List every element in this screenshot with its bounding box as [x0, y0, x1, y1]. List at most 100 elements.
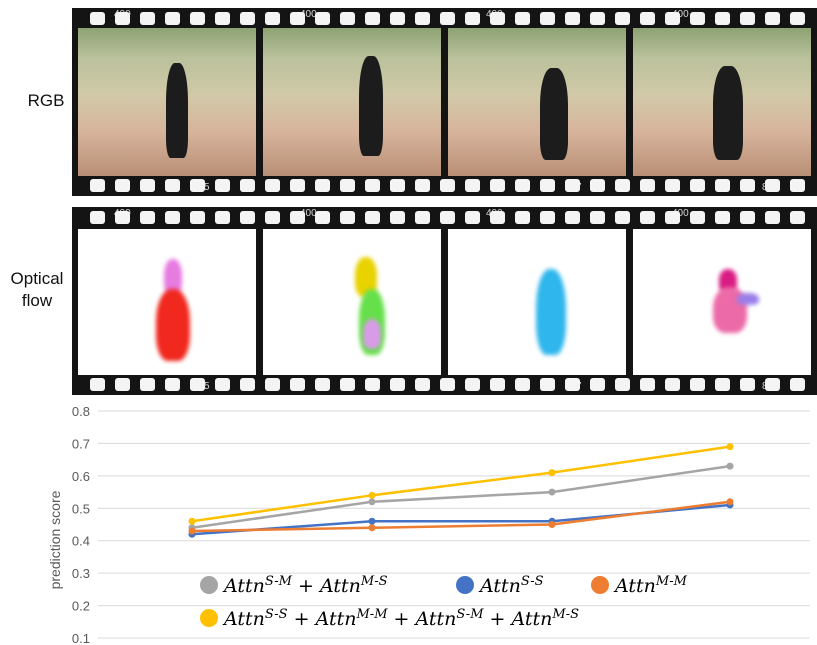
prediction-score-chart: 0.1 0.2 0.3 0.4 0.5 0.6 0.7 0.8 prediction scor… — [47, 404, 810, 645]
chart-gridlines — [98, 410, 810, 639]
legend-marker — [456, 576, 474, 594]
rgb-frame — [263, 28, 441, 176]
series-line — [191, 464, 731, 529]
film-perforation — [765, 378, 780, 391]
film-perforation — [115, 378, 130, 391]
film-perforation — [715, 378, 730, 391]
film-frame-number: 8 — [762, 381, 768, 392]
film-perforation — [790, 179, 805, 192]
film-perforation — [140, 179, 155, 192]
data-point — [548, 488, 556, 496]
film-perforation — [515, 179, 530, 192]
film-perforation — [490, 211, 505, 224]
film-perforation — [90, 378, 105, 391]
film-perforation — [765, 211, 780, 224]
film-perforation — [340, 378, 355, 391]
flow-blob — [156, 289, 190, 361]
film-perforation — [490, 12, 505, 25]
y-tick-label: 0.7 — [72, 436, 90, 451]
film-perforation — [165, 179, 180, 192]
film-perforation — [440, 211, 455, 224]
film-perforation — [165, 211, 180, 224]
film-perforation — [640, 179, 655, 192]
film-perforation — [690, 211, 705, 224]
film-perforation — [740, 211, 755, 224]
film-perforation — [590, 12, 605, 25]
chart-legend: AttnS-M + AttnM-S AttnS-S AttnM-M AttnS-S +… — [200, 574, 688, 630]
film-perforation — [790, 12, 805, 25]
chart-series — [188, 443, 734, 538]
rgb-film-strip: 400 400 400 400 5 6 7 8 — [72, 8, 817, 196]
optical-flow-frame — [448, 229, 626, 375]
film-perforation — [315, 179, 330, 192]
film-perforation — [440, 378, 455, 391]
film-top-number: 400 — [672, 208, 689, 219]
legend-label: AttnM-M — [613, 574, 688, 598]
film-perforation — [415, 12, 430, 25]
y-tick-label: 0.4 — [72, 534, 90, 549]
film-perforation — [665, 179, 680, 192]
film-perforation — [390, 179, 405, 192]
optical-flow-label-line1: Optical — [10, 269, 64, 288]
film-perforation — [590, 179, 605, 192]
film-perforation — [140, 378, 155, 391]
rgb-frame — [633, 28, 811, 176]
film-perforation — [690, 378, 705, 391]
data-point — [548, 521, 556, 528]
legend-label: AttnS-S — [478, 574, 544, 598]
film-perforation — [615, 179, 630, 192]
film-perforation — [515, 378, 530, 391]
film-perforation — [365, 12, 380, 25]
film-perforation — [390, 12, 405, 25]
film-perforation — [515, 12, 530, 25]
film-perforation — [640, 211, 655, 224]
film-perforation — [465, 12, 480, 25]
film-perforation — [615, 211, 630, 224]
film-perforation — [565, 378, 580, 391]
film-perforation — [715, 179, 730, 192]
film-perforation — [90, 179, 105, 192]
film-perforation — [190, 378, 205, 391]
film-perforation — [665, 12, 680, 25]
film-perforation — [340, 211, 355, 224]
film-perforation — [190, 12, 205, 25]
film-perforation — [415, 378, 430, 391]
legend-label: AttnS-M + AttnM-S — [222, 574, 388, 598]
flow-blob — [164, 259, 182, 295]
rgb-row-label: RGB — [27, 91, 65, 110]
film-perforation — [215, 378, 230, 391]
film-perforation — [565, 211, 580, 224]
data-point — [726, 498, 734, 506]
series-line — [191, 500, 731, 533]
y-tick-label: 0.3 — [72, 566, 90, 581]
film-perforation — [640, 12, 655, 25]
film-top-number: 400 — [672, 9, 689, 20]
athlete-figure — [713, 66, 743, 160]
film-perforation — [790, 378, 805, 391]
rgb-frame — [448, 28, 626, 176]
film-perforation — [540, 12, 555, 25]
film-perforation — [665, 211, 680, 224]
film-perforation — [640, 378, 655, 391]
optical-flow-frame — [78, 229, 256, 375]
legend-marker — [591, 576, 609, 594]
film-perforation — [240, 211, 255, 224]
film-perforation — [240, 12, 255, 25]
film-perforation — [215, 12, 230, 25]
film-perforation — [515, 211, 530, 224]
film-top-number: 400 — [300, 208, 317, 219]
film-perforation — [440, 12, 455, 25]
optical-flow-film-strip: 400 400 400 400 5 6 7 8 — [72, 207, 817, 395]
optical-flow-row-label: Optical flow — [2, 268, 72, 312]
flow-blob — [737, 293, 759, 305]
film-perforation — [240, 378, 255, 391]
optical-flow-frame — [263, 229, 441, 375]
film-frame-number: 8 — [762, 182, 768, 193]
film-perforation — [440, 179, 455, 192]
y-tick-label: 0.6 — [72, 469, 90, 484]
film-perforation — [490, 378, 505, 391]
film-perforation — [765, 12, 780, 25]
film-frame-number: 5 — [204, 381, 210, 392]
athlete-figure — [359, 56, 383, 156]
y-axis-label: prediction score — [47, 490, 63, 589]
